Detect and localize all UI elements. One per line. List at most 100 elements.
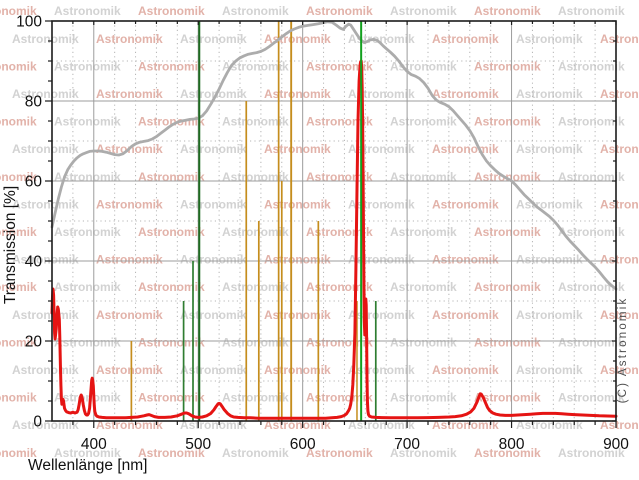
svg-text:Astronomik: Astronomik [600,363,639,377]
svg-text:Astronomik: Astronomik [558,59,625,73]
svg-text:Astronomik: Astronomik [96,32,163,46]
svg-text:Astronomik: Astronomik [138,59,205,73]
svg-text:Astronomik: Astronomik [180,197,247,211]
tick-labels: 400 500 600 700 800 900 0 20 40 60 80 100 [16,14,629,454]
svg-text:Astronomik: Astronomik [348,142,415,156]
svg-text:Astronomik: Astronomik [180,32,247,46]
svg-text:Astronomik: Astronomik [432,308,499,322]
emission-lines-under [130,21,358,421]
svg-text:Astronomik: Astronomik [222,335,289,349]
svg-text:Astronomik: Astronomik [516,32,583,46]
svg-text:Astronomik: Astronomik [600,32,639,46]
svg-text:Astronomik: Astronomik [516,197,583,211]
svg-text:Astronomik: Astronomik [138,115,205,129]
svg-text:Astronomik: Astronomik [54,446,121,460]
svg-text:Astronomik: Astronomik [264,308,331,322]
svg-text:Astronomik: Astronomik [348,308,415,322]
svg-text:Astronomik: Astronomik [264,87,331,101]
svg-text:Astronomik: Astronomik [432,197,499,211]
svg-text:Astronomik: Astronomik [180,87,247,101]
svg-text:Astronomik: Astronomik [222,4,289,18]
svg-text:Astronomik: Astronomik [264,363,331,377]
y-tick-label: 60 [25,174,43,191]
svg-text:Astronomik: Astronomik [0,446,37,460]
x-tick-label: 900 [603,436,629,453]
svg-text:Astronomik: Astronomik [558,335,625,349]
filter-transmission-curve [50,59,618,420]
grid-layer [52,21,616,421]
svg-text:Astronomik: Astronomik [516,363,583,377]
svg-text:Astronomik: Astronomik [516,253,583,267]
svg-text:Astronomik: Astronomik [0,59,37,73]
svg-text:Astronomik: Astronomik [96,253,163,267]
svg-text:Astronomik: Astronomik [600,87,639,101]
svg-text:Astronomik: Astronomik [138,225,205,239]
svg-text:Astronomik: Astronomik [432,363,499,377]
x-tick-label: 500 [185,436,211,453]
svg-text:Astronomik: Astronomik [390,115,457,129]
svg-text:Astronomik: Astronomik [600,142,639,156]
svg-text:Astronomik: Astronomik [180,308,247,322]
svg-text:Astronomik: Astronomik [0,335,37,349]
svg-text:Astronomik: Astronomik [516,87,583,101]
copyright-label: (C) Astronomik [617,296,629,404]
svg-text:Astronomik: Astronomik [138,4,205,18]
svg-text:Astronomik: Astronomik [96,363,163,377]
svg-text:Astronomik: Astronomik [432,142,499,156]
svg-text:Astronomik: Astronomik [0,391,37,405]
x-tick-label: 800 [499,436,525,453]
reference-response-curve [50,20,618,291]
svg-text:Astronomik: Astronomik [474,280,541,294]
svg-text:Astronomik: Astronomik [558,446,625,460]
y-tick-label: 80 [25,94,43,111]
svg-text:Astronomik: Astronomik [390,170,457,184]
svg-text:Astronomik: Astronomik [222,225,289,239]
svg-text:Astronomik: Astronomik [432,253,499,267]
svg-text:Astronomik: Astronomik [558,170,625,184]
series-layer [50,20,618,421]
svg-text:Astronomik: Astronomik [12,87,79,101]
svg-text:Astronomik: Astronomik [474,4,541,18]
svg-text:Astronomik: Astronomik [474,170,541,184]
svg-text:Astronomik: Astronomik [180,363,247,377]
y-tick-label: 40 [25,254,43,271]
svg-text:Astronomik: Astronomik [222,280,289,294]
y-tick-label: 20 [25,334,43,351]
svg-text:Astronomik: Astronomik [390,225,457,239]
svg-text:Astronomik: Astronomik [348,363,415,377]
svg-text:Astronomik: Astronomik [96,87,163,101]
svg-text:Astronomik: Astronomik [12,197,79,211]
svg-text:Astronomik: Astronomik [390,335,457,349]
svg-text:Astronomik: Astronomik [474,391,541,405]
svg-text:Astronomik: Astronomik [12,142,79,156]
svg-text:Astronomik: Astronomik [54,115,121,129]
svg-text:Astronomik: Astronomik [54,280,121,294]
svg-text:Astronomik: Astronomik [432,32,499,46]
svg-text:Astronomik: Astronomik [54,225,121,239]
svg-text:Astronomik: Astronomik [516,142,583,156]
svg-text:Astronomik: Astronomik [0,4,37,18]
svg-text:Astronomik: Astronomik [222,391,289,405]
svg-text:Astronomik: Astronomik [138,446,205,460]
x-tick-label: 400 [81,436,107,453]
svg-text:Astronomik: Astronomik [306,4,373,18]
x-tick-label: 700 [394,436,420,453]
svg-text:Astronomik: Astronomik [0,280,37,294]
svg-text:Astronomik: Astronomik [54,59,121,73]
svg-text:Astronomik: Astronomik [474,446,541,460]
x-tick-label: 600 [290,436,316,453]
y-axis-title: Transmission [%] [2,185,19,305]
y-tick-label: 100 [16,14,42,31]
svg-text:Astronomik: Astronomik [54,391,121,405]
svg-text:Astronomik: Astronomik [12,308,79,322]
svg-text:Astronomik: Astronomik [138,335,205,349]
svg-text:Astronomik: Astronomik [12,363,79,377]
watermark-layer: Astronomik Astronomik Astronomik Astronomik… [0,4,639,460]
svg-text:Astronomik: Astronomik [264,142,331,156]
svg-text:Astronomik: Astronomik [264,197,331,211]
svg-text:Astronomik: Astronomik [222,446,289,460]
y-tick-label: 0 [33,414,42,431]
svg-text:Astronomik: Astronomik [558,4,625,18]
